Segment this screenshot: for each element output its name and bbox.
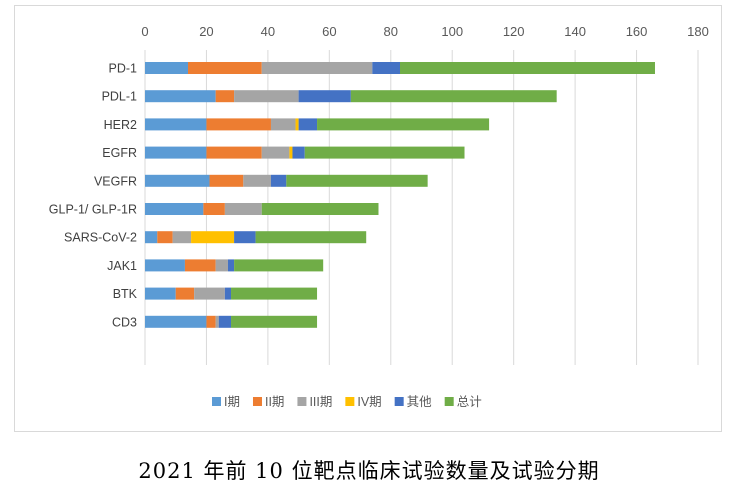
bar-segment-III期: [215, 315, 219, 328]
legend-swatch: [394, 397, 404, 406]
bar-segment-II期: [203, 203, 225, 215]
bar-segment-I期: [145, 231, 158, 244]
bar-segment-IV期: [295, 118, 299, 131]
bar-segment-IV期: [289, 146, 293, 159]
y-tick-label: PD-1: [109, 62, 138, 76]
bar-segment-I期: [145, 146, 207, 159]
bar-segment-总计: [304, 146, 465, 159]
bar-segment-III期: [243, 174, 271, 187]
x-tick-label: 100: [441, 24, 463, 39]
bar-segment-II期: [215, 90, 235, 103]
bar-segment-其他: [298, 118, 318, 131]
bar-segment-其他: [372, 62, 400, 74]
bar-segment-其他: [218, 315, 232, 328]
x-tick-label: 0: [141, 24, 148, 39]
bar-segment-II期: [184, 259, 216, 272]
bar-segment-III期: [172, 231, 192, 244]
bar-segment-II期: [209, 174, 244, 187]
bar-segment-III期: [215, 259, 228, 272]
bar-segment-总计: [234, 259, 324, 272]
bar-segment-III期: [261, 146, 290, 159]
x-tick-label: 60: [322, 24, 336, 39]
bar-segment-总计: [399, 62, 655, 74]
bar-segment-I期: [145, 203, 204, 215]
y-tick-label: HER2: [104, 118, 137, 132]
bar-segment-II期: [206, 118, 271, 131]
bar-segment-总计: [350, 90, 557, 103]
x-tick-label: 20: [199, 24, 213, 39]
chart-title: 2021 年前 10 位靶点临床试验数量及试验分期: [138, 459, 600, 483]
bar-segment-II期: [206, 315, 216, 328]
legend-label: 其他: [407, 395, 433, 409]
y-tick-label: JAK1: [107, 259, 137, 273]
bar-segment-I期: [145, 174, 210, 187]
legend-swatch: [252, 397, 262, 406]
legend-label: I期: [224, 395, 240, 409]
bar-segment-II期: [206, 146, 262, 159]
x-tick-label: 80: [384, 24, 398, 39]
bar-segment-III期: [234, 90, 299, 103]
legend-swatch: [444, 397, 454, 406]
legend-label: 总计: [457, 395, 482, 409]
bar-segment-其他: [270, 174, 287, 187]
bar-segment-其他: [234, 231, 256, 244]
legend-swatch: [297, 397, 307, 406]
bar-segment-其他: [224, 287, 232, 300]
bar-segment-其他: [298, 90, 351, 103]
bar-segment-总计: [231, 315, 318, 328]
bar-segment-III期: [194, 287, 225, 300]
bar-segment-其他: [292, 146, 305, 159]
bar-segment-IV期: [191, 231, 235, 244]
bar-segment-III期: [224, 203, 262, 215]
bar-segment-总计: [255, 231, 367, 244]
bar-segment-总计: [261, 203, 379, 215]
y-tick-label: SARS-CoV-2: [64, 231, 137, 245]
y-tick-label: GLP-1/ GLP-1R: [49, 203, 137, 217]
bar-segment-II期: [188, 62, 262, 74]
bar-segment-III期: [261, 62, 373, 74]
bar-segment-III期: [270, 118, 296, 131]
bar-segment-I期: [145, 315, 207, 328]
bar-segment-I期: [145, 90, 216, 103]
bar-segment-I期: [145, 62, 189, 74]
legend-label: III期: [309, 395, 332, 409]
x-tick-label: 40: [261, 24, 275, 39]
y-tick-label: CD3: [112, 315, 137, 329]
stacked-bar-chart: 0 20 40 60 80 100 120 140 160 180 PD-1 PDL-1 HER2 EGF…: [49, 24, 709, 409]
y-tick-label: BTK: [113, 287, 138, 301]
legend-swatch: [212, 397, 221, 406]
bar-segment-I期: [145, 259, 185, 272]
legend-label: IV期: [357, 395, 381, 409]
y-tick-label: EGFR: [102, 146, 137, 160]
bar-segment-总计: [231, 287, 318, 300]
bar-segment-I期: [145, 118, 207, 131]
y-tick-label: VEGFR: [94, 174, 137, 188]
y-tick-label: PDL-1: [102, 90, 137, 104]
bar-segment-总计: [317, 118, 490, 131]
chart-frame: [14, 5, 722, 432]
bar-segment-II期: [175, 287, 195, 300]
bar-segment-II期: [157, 231, 173, 244]
bar-segment-总计: [286, 174, 428, 187]
x-tick-label: 140: [564, 24, 586, 39]
legend-swatch: [345, 397, 355, 406]
bar-segment-其他: [227, 259, 235, 272]
legend-label: II期: [265, 395, 284, 409]
bar-segment-I期: [145, 287, 176, 300]
x-tick-label: 180: [687, 24, 709, 39]
x-tick-label: 120: [503, 24, 525, 39]
x-tick-label: 160: [626, 24, 648, 39]
